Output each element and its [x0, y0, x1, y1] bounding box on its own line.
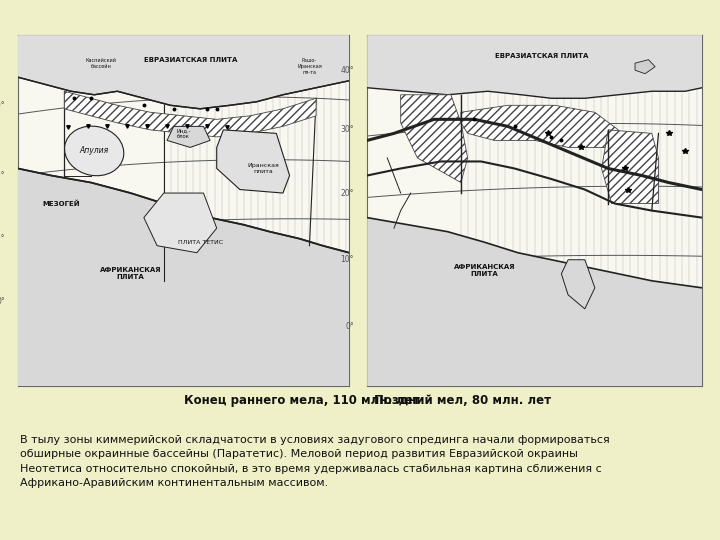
Polygon shape: [217, 130, 289, 193]
Text: 0°: 0°: [345, 322, 354, 331]
Text: 30°: 30°: [340, 125, 354, 134]
Polygon shape: [400, 95, 468, 183]
Text: АФРИКАНСКАЯ
ПЛИТА: АФРИКАНСКАЯ ПЛИТА: [454, 264, 515, 277]
Polygon shape: [635, 59, 655, 73]
Polygon shape: [367, 218, 702, 386]
Polygon shape: [601, 130, 659, 204]
Text: Поздний мел, 80 млн. лет: Поздний мел, 80 млн. лет: [374, 394, 552, 407]
Text: Инд.-
блок: Инд.- блок: [176, 128, 191, 139]
Polygon shape: [167, 126, 210, 147]
Polygon shape: [18, 168, 349, 386]
Text: ЕВРАЗИАТСКАЯ ПЛИТА: ЕВРАЗИАТСКАЯ ПЛИТА: [143, 57, 237, 63]
Polygon shape: [144, 193, 217, 253]
Text: ЕВРАЗИАТСКАЯ ПЛИТА: ЕВРАЗИАТСКАЯ ПЛИТА: [495, 53, 588, 59]
Text: 40°: 40°: [340, 66, 354, 75]
Text: 10°: 10°: [0, 234, 5, 243]
Text: 10°: 10°: [341, 255, 354, 264]
Text: Каспийский
бассейн: Каспийский бассейн: [85, 58, 117, 69]
Text: В тылу зоны киммерийской складчатости в условиях задугового спрединга начали фор: В тылу зоны киммерийской складчатости в …: [20, 435, 610, 488]
Polygon shape: [562, 260, 595, 309]
Text: МЕЗОГЕЙ: МЕЗОГЕЙ: [42, 200, 80, 207]
Ellipse shape: [65, 126, 124, 176]
Text: 20°: 20°: [0, 171, 5, 180]
Text: Рашо-
Иранская
пл-та: Рашо- Иранская пл-та: [297, 58, 322, 75]
Text: 30°: 30°: [0, 101, 5, 110]
Text: АФРИКАНСКАЯ
ПЛИТА: АФРИКАНСКАЯ ПЛИТА: [100, 267, 161, 280]
Text: Апулия: Апулия: [79, 146, 109, 156]
Text: Иранская
плита: Иранская плита: [247, 163, 279, 174]
Text: ПЛИТА ТЕТИС: ПЛИТА ТЕТИС: [178, 240, 222, 245]
Text: 20°: 20°: [341, 188, 354, 198]
Text: Конец раннего мела, 110 млн. лет: Конец раннего мела, 110 млн. лет: [184, 394, 419, 407]
Polygon shape: [18, 35, 349, 109]
Polygon shape: [461, 105, 618, 147]
Text: 0°: 0°: [0, 298, 5, 306]
Polygon shape: [367, 35, 702, 98]
Polygon shape: [64, 91, 316, 137]
